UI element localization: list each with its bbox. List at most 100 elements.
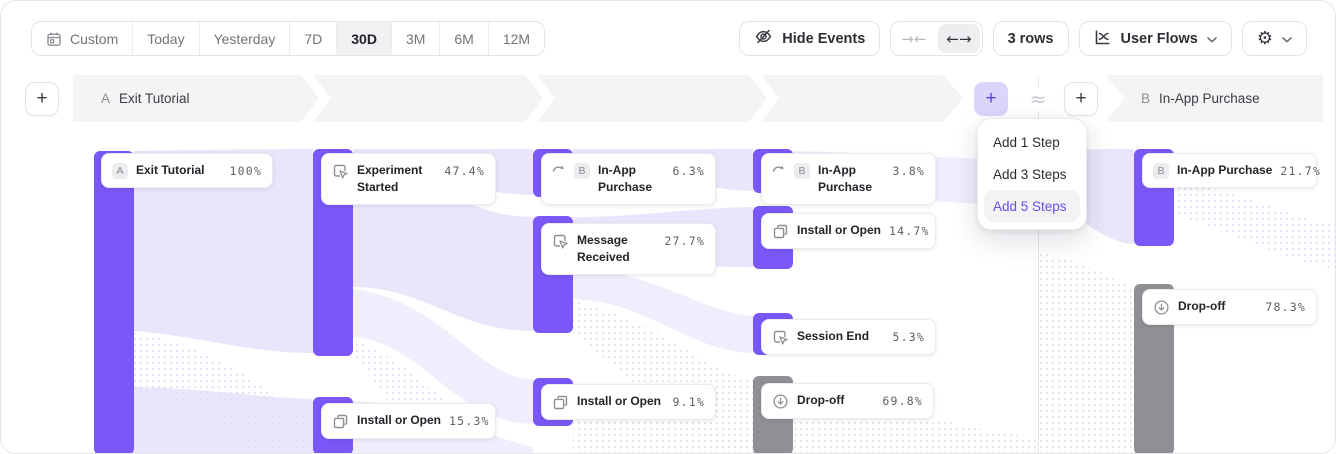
node-percentage: 21.7% xyxy=(1280,164,1321,178)
band-chevron-icon xyxy=(749,75,779,122)
node-name: Experiment Started xyxy=(357,163,423,194)
node-percentage: 9.1% xyxy=(672,395,705,409)
rows-label: 3 rows xyxy=(1007,30,1054,47)
node-name: Install or Open xyxy=(797,223,882,237)
flow-node-install-or-open[interactable]: Install or Open 9.1% xyxy=(541,384,716,420)
node-badge-b: B xyxy=(574,163,590,179)
event-click-icon xyxy=(772,329,789,346)
add-step-right-button[interactable]: + xyxy=(1064,82,1098,116)
range-3m[interactable]: 3M xyxy=(390,22,439,55)
flow-node-in-app-purchase[interactable]: B In-App Purchase 21.7% xyxy=(1142,153,1320,188)
node-percentage: 15.3% xyxy=(449,414,490,428)
range-custom[interactable]: Custom xyxy=(32,22,132,55)
step-b-badge: B xyxy=(1141,91,1151,106)
chevron-down-icon xyxy=(1282,31,1292,47)
view-selector-button[interactable]: User Flows xyxy=(1078,21,1232,56)
flow-node-session-end[interactable]: Session End 5.3% xyxy=(761,319,936,355)
menu-item-add-1-step[interactable]: Add 1 Step xyxy=(993,134,1060,150)
eye-off-icon xyxy=(754,27,773,50)
flow-node-install-or-open[interactable]: Install or Open 14.7% xyxy=(761,213,936,249)
node-percentage: 6.3% xyxy=(672,164,705,178)
range-label: 12M xyxy=(502,30,531,47)
flow-node-message-received[interactable]: Message Received 27.7% xyxy=(541,223,716,275)
settings-button[interactable]: ⚙ xyxy=(1241,21,1307,56)
range-label: Yesterday xyxy=(213,30,276,47)
node-percentage: 100% xyxy=(229,164,262,178)
menu-item-add-5-steps[interactable]: Add 5 Steps xyxy=(984,190,1080,222)
range-6m[interactable]: 6M xyxy=(439,22,487,55)
node-percentage: 3.8% xyxy=(892,164,925,178)
rows-button[interactable]: 3 rows xyxy=(992,21,1069,56)
flow-node-exit-tutorial[interactable]: A Exit Tutorial 100% xyxy=(101,153,273,188)
step-band-b-label: B In-App Purchase xyxy=(1141,91,1260,106)
hide-events-button[interactable]: Hide Events xyxy=(739,21,881,56)
event-click-icon xyxy=(552,233,569,250)
expand-width-button[interactable]: ←→ xyxy=(938,24,980,53)
range-label: Today xyxy=(147,30,185,47)
range-30d[interactable]: 30D xyxy=(336,22,391,55)
redirect-icon xyxy=(772,163,786,174)
drop-off-icon xyxy=(772,393,789,410)
range-label: 30D xyxy=(351,30,377,47)
add-step-menu: Add 1 Step Add 3 Steps Add 5 Steps xyxy=(977,118,1087,230)
node-percentage: 69.8% xyxy=(882,394,923,408)
add-step-left-button[interactable]: + xyxy=(25,82,59,116)
range-yesterday[interactable]: Yesterday xyxy=(198,22,290,55)
flow-node-install-or-open[interactable]: Install or Open 15.3% xyxy=(321,403,496,439)
flow-node-drop-off[interactable]: Drop-off 69.8% xyxy=(761,383,934,419)
width-toggle: →← ←→ xyxy=(890,21,983,56)
calendar-icon xyxy=(46,31,62,47)
step-band-in-app-purchase[interactable]: B In-App Purchase xyxy=(1105,75,1323,122)
node-name: In-App Purchase xyxy=(598,163,653,194)
step-a-badge: A xyxy=(101,91,111,106)
range-label: 7D xyxy=(304,30,323,47)
flow-node-in-app-purchase[interactable]: B In-App Purchase 3.8% xyxy=(761,153,936,205)
node-name: Exit Tutorial xyxy=(136,163,205,177)
app-open-icon xyxy=(552,394,569,411)
node-percentage: 14.7% xyxy=(889,224,930,238)
range-label: 6M xyxy=(454,30,474,47)
node-name: Message Received xyxy=(577,233,630,264)
node-name: Install or Open xyxy=(357,413,442,427)
section-divider xyxy=(1038,77,1039,453)
node-percentage: 27.7% xyxy=(664,234,705,248)
user-flows-icon xyxy=(1094,28,1112,50)
step-band-exit-tutorial[interactable]: A Exit Tutorial xyxy=(73,75,963,122)
collapse-width-button[interactable]: →← xyxy=(901,29,927,48)
range-12m[interactable]: 12M xyxy=(487,22,544,55)
step-a-title: Exit Tutorial xyxy=(119,91,190,106)
range-today[interactable]: Today xyxy=(132,22,198,55)
step-b-title: In-App Purchase xyxy=(1159,91,1260,106)
toolbar-right-cluster: Hide Events →← ←→ 3 rows User Flows ⚙ xyxy=(739,21,1307,56)
add-step-between-button[interactable]: + xyxy=(974,82,1008,116)
node-badge-a: A xyxy=(112,163,128,179)
chevron-down-icon xyxy=(1207,31,1217,47)
node-percentage: 5.3% xyxy=(892,330,925,344)
flow-node-in-app-purchase[interactable]: B In-App Purchase 6.3% xyxy=(541,153,716,205)
flow-node-drop-off[interactable]: Drop-off 78.3% xyxy=(1142,289,1317,325)
band-chevron-icon xyxy=(525,75,555,122)
flow-bar-exit-tutorial[interactable] xyxy=(94,151,134,453)
date-range-group: Custom Today Yesterday 7D 30D 3M 6M 12M xyxy=(31,21,546,56)
node-badge-b: B xyxy=(794,163,810,179)
range-7d[interactable]: 7D xyxy=(289,22,336,55)
app-open-icon xyxy=(332,413,349,430)
menu-item-add-3-steps[interactable]: Add 3 Steps xyxy=(993,166,1067,182)
node-percentage: 47.4% xyxy=(444,164,485,178)
node-name: In-App Purchase xyxy=(1177,163,1273,177)
node-name: In-App Purchase xyxy=(818,163,873,194)
range-label: Custom xyxy=(70,30,119,47)
flow-node-experiment-started[interactable]: Experiment Started 47.4% xyxy=(321,153,496,205)
node-name: Session End xyxy=(797,329,870,343)
event-click-icon xyxy=(332,163,349,180)
range-label: 3M xyxy=(405,30,426,47)
node-name: Install or Open xyxy=(577,394,662,408)
view-selector-label: User Flows xyxy=(1120,30,1198,47)
toolbar: Custom Today Yesterday 7D 30D 3M 6M 12M Hide Ev… xyxy=(1,1,1335,75)
node-name: Drop-off xyxy=(797,393,845,407)
app-open-icon xyxy=(772,223,789,240)
band-chevron-icon xyxy=(301,75,331,122)
hide-events-label: Hide Events xyxy=(782,30,866,47)
step-band-a-label: A Exit Tutorial xyxy=(73,91,190,106)
